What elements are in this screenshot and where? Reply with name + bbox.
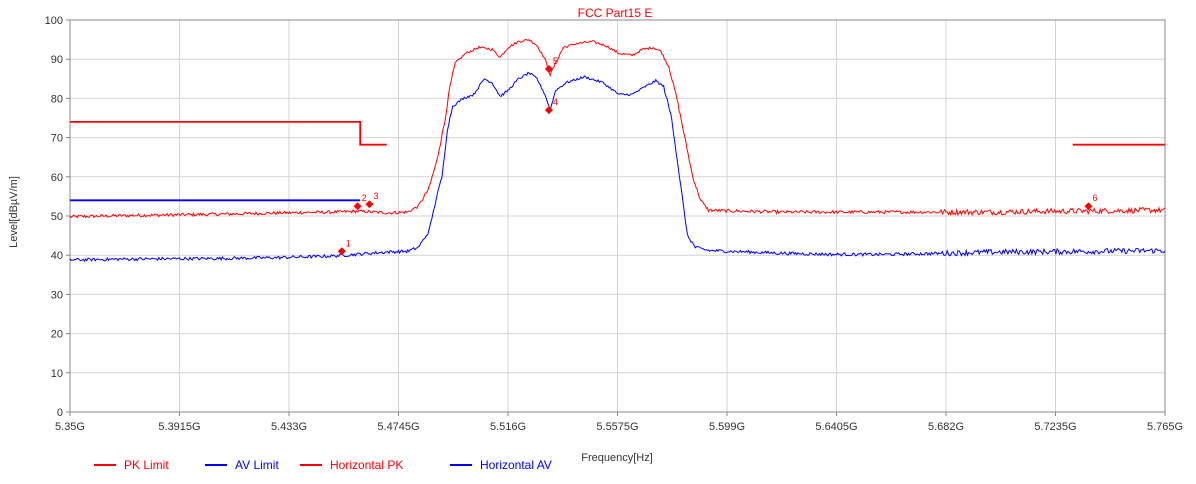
x-tick-label: 5.599G: [709, 421, 745, 433]
marker-6: [1084, 202, 1093, 211]
y-tick-label: 20: [51, 329, 63, 341]
y-tick-label: 10: [51, 368, 63, 380]
x-tick-label: 5.3915G: [158, 421, 200, 433]
x-tick-label: 5.35G: [55, 421, 85, 433]
marker-label: 5: [553, 56, 558, 66]
series-group: [69, 38, 1166, 263]
marker-5: [544, 65, 553, 73]
y-tick-label: 80: [51, 93, 63, 105]
marker-label: 3: [373, 191, 378, 201]
x-tick-label: 5.516G: [490, 421, 526, 433]
y-tick-label: 90: [51, 54, 63, 66]
marker-label: 1: [346, 238, 351, 248]
y-tick-label: 60: [51, 172, 63, 184]
x-tick-label: 5.682G: [928, 421, 964, 433]
y-tick-label: 50: [51, 211, 63, 223]
legend-label: PK Limit: [124, 458, 169, 472]
chart-title: FCC Part15 E: [578, 6, 653, 20]
y-axis-label: Level[dBµV/m]: [8, 176, 20, 248]
x-tick-label: 5.7235G: [1034, 421, 1076, 433]
y-tick-label: 100: [45, 15, 63, 27]
legend: PK Limit AV Limit Horizontal PK Horizontal …: [94, 458, 552, 472]
marker-2: [353, 202, 362, 211]
x-tick-label: 5.5575G: [596, 421, 638, 433]
x-tick-label: 5.4745G: [377, 421, 419, 433]
x-tick-label: 5.433G: [271, 421, 307, 433]
marker-1: [337, 247, 346, 256]
y-tick-label: 30: [51, 289, 63, 301]
y-tick-label: 70: [51, 133, 63, 145]
legend-label: Horizontal AV: [480, 458, 552, 472]
y-tick-label: 40: [51, 250, 63, 262]
marker-3: [365, 200, 374, 209]
x-axis-label: Frequency[Hz]: [581, 452, 653, 464]
legend-label: Horizontal PK: [330, 458, 403, 472]
y-tick-label: 0: [57, 407, 63, 419]
series-horizontal-pk: [69, 38, 1166, 219]
marker-4: [544, 106, 553, 115]
marker-label: 4: [553, 97, 558, 107]
axes: 5.35G 5.3915G 5.433G 5.4745G 5.516G 5.5575G 5.…: [45, 15, 1183, 433]
series-pk-limit: [70, 121, 387, 146]
series-horizontal-av: [69, 71, 1166, 263]
marker-label: 6: [1092, 193, 1097, 203]
x-tick-label: 5.6405G: [815, 421, 857, 433]
marker-label: 2: [362, 193, 367, 203]
plot-frame: [69, 19, 1166, 413]
x-tick-label: 5.765G: [1147, 421, 1183, 433]
legend-label: AV Limit: [235, 458, 279, 472]
